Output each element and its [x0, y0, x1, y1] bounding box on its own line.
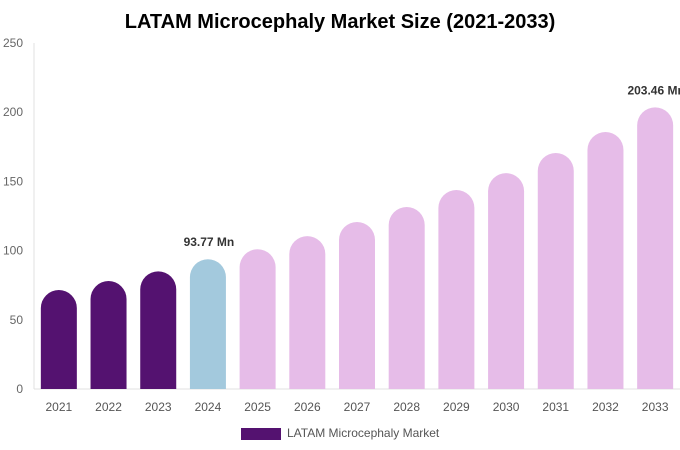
legend-label: LATAM Microcephaly Market: [287, 426, 440, 440]
data-label: 93.77 Mn: [184, 235, 235, 249]
y-tick-label: 0: [16, 382, 23, 396]
chart-title: LATAM Microcephaly Market Size (2021-203…: [125, 11, 556, 33]
bar-2033[interactable]: [637, 107, 674, 389]
bar-2024[interactable]: [189, 259, 226, 389]
x-tick-label: 2028: [393, 400, 420, 414]
bar-2032[interactable]: [587, 131, 624, 389]
bar-2028[interactable]: [388, 207, 425, 389]
bar-2026[interactable]: [289, 236, 326, 389]
bar-2023[interactable]: [140, 271, 177, 389]
legend[interactable]: LATAM Microcephaly Market: [241, 426, 440, 440]
x-tick-label: 2027: [344, 400, 371, 414]
x-tick-label: 2029: [443, 400, 470, 414]
y-tick-label: 150: [3, 174, 23, 188]
bar-2021[interactable]: [40, 290, 77, 389]
bar-2029[interactable]: [438, 189, 475, 389]
x-tick-label: 2030: [493, 400, 520, 414]
legend-swatch: [241, 428, 281, 440]
bar-2027[interactable]: [339, 221, 375, 389]
x-tick-label: 2026: [294, 400, 321, 414]
bar-2030[interactable]: [488, 173, 525, 389]
x-tick-label: 2021: [45, 400, 72, 414]
y-tick-label: 250: [3, 36, 23, 50]
bar-2025[interactable]: [239, 249, 276, 389]
x-tick-label: 2024: [195, 400, 222, 414]
x-tick-label: 2031: [542, 400, 569, 414]
data-label: 203.46 Mn: [627, 83, 680, 97]
y-tick-label: 200: [3, 105, 23, 119]
x-tick-label: 2022: [95, 400, 122, 414]
x-tick-label: 2032: [592, 400, 619, 414]
x-tick-label: 2033: [642, 400, 669, 414]
y-tick-label: 50: [10, 313, 24, 327]
y-tick-label: 100: [3, 244, 23, 258]
x-tick-label: 2025: [244, 400, 271, 414]
bar-2031[interactable]: [537, 153, 574, 389]
x-tick-label: 2023: [145, 400, 172, 414]
bar-2022[interactable]: [90, 281, 127, 389]
